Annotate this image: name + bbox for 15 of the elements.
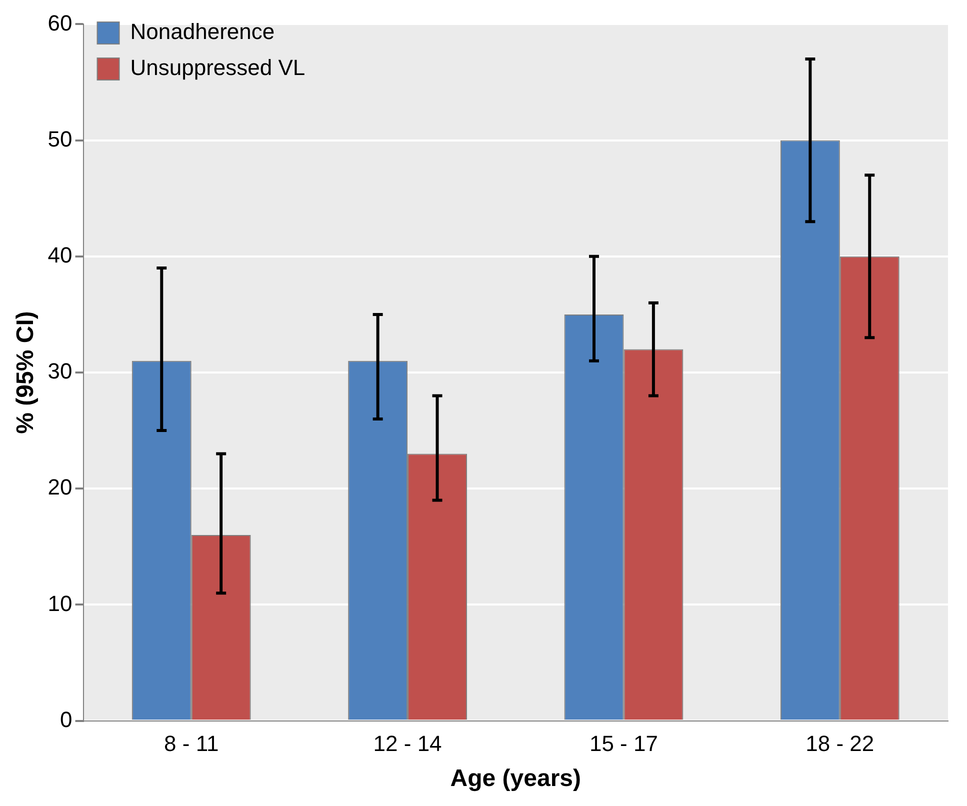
- x-axis-title: Age (years): [450, 765, 582, 792]
- y-tick-label: 20: [48, 474, 72, 500]
- legend-label: Nonadherence: [130, 19, 275, 44]
- x-tick-label: 15 - 17: [589, 731, 658, 756]
- y-tick-label: 0: [60, 706, 72, 732]
- y-tick-label: 40: [48, 242, 72, 268]
- y-tick-label: 30: [48, 358, 72, 384]
- legend-label: Unsuppressed VL: [130, 55, 306, 80]
- x-tick-label: 18 - 22: [806, 731, 874, 756]
- y-tick-label: 50: [48, 126, 72, 152]
- y-tick-label: 10: [48, 590, 72, 616]
- y-tick-label: 60: [48, 10, 72, 36]
- x-tick-label: 8 - 11: [164, 731, 219, 756]
- x-tick-label: 12 - 14: [373, 731, 442, 756]
- y-axis-title: % (95% CI): [12, 311, 40, 434]
